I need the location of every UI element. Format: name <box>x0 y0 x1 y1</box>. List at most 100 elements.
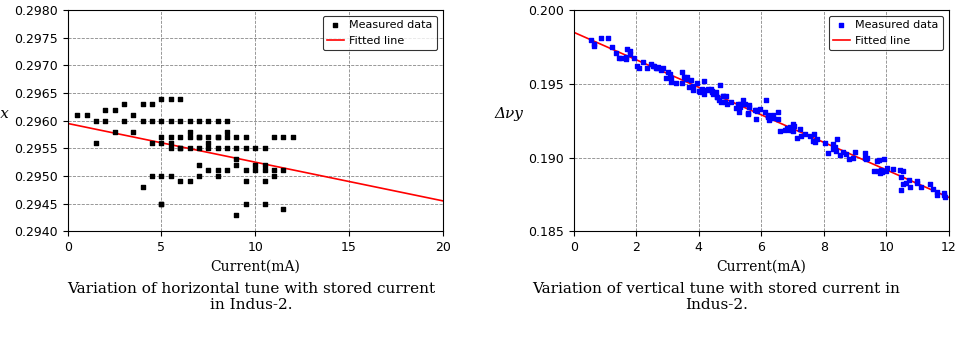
Measured data <box>98 118 113 123</box>
Measured data <box>116 118 132 123</box>
Measured data <box>163 173 178 179</box>
Measured data <box>872 170 888 175</box>
Measured data <box>653 67 669 72</box>
Measured data <box>809 136 825 142</box>
Measured data <box>876 157 892 162</box>
Measured data <box>901 177 917 183</box>
Measured data <box>192 162 207 168</box>
Measured data <box>704 88 719 94</box>
Measured data <box>619 54 634 60</box>
Measured data <box>163 118 178 123</box>
Measured data <box>626 55 642 61</box>
Measured data <box>587 41 602 47</box>
Measured data <box>717 93 733 99</box>
Measured data <box>257 201 272 206</box>
Measured data <box>683 78 699 83</box>
Measured data <box>711 97 727 103</box>
Measured data <box>154 173 169 179</box>
Measured data <box>872 157 888 163</box>
Measured data <box>830 136 845 141</box>
Measured data <box>210 146 226 151</box>
Measured data <box>257 162 272 168</box>
Measured data <box>719 102 735 107</box>
Measured data <box>832 152 847 157</box>
Measured data <box>192 173 207 179</box>
Measured data <box>643 62 658 67</box>
Measured data <box>860 155 875 160</box>
Measured data <box>200 135 216 140</box>
Measured data <box>835 150 851 155</box>
Measured data <box>716 100 732 105</box>
Measured data <box>675 69 690 74</box>
Measured data <box>866 169 882 174</box>
Measured data <box>154 201 169 206</box>
Measured data <box>929 189 945 194</box>
Measured data <box>694 86 710 91</box>
Measured data <box>639 66 654 71</box>
Measured data <box>182 179 197 184</box>
Measured data <box>669 81 684 86</box>
Measured data <box>738 101 753 107</box>
Measured data <box>873 167 889 172</box>
Measured data <box>752 107 768 112</box>
Measured data <box>200 168 216 173</box>
Measured data <box>650 65 665 71</box>
Measured data <box>828 144 843 149</box>
Measured data <box>777 127 793 133</box>
Measured data <box>885 167 900 172</box>
Measured data <box>663 75 679 81</box>
Legend: Measured data, Fitted line: Measured data, Fitted line <box>322 16 437 50</box>
Measured data <box>144 173 160 179</box>
Measured data <box>798 131 813 137</box>
Measured data <box>587 43 602 48</box>
Measured data <box>88 118 104 123</box>
Measured data <box>770 109 785 115</box>
Measured data <box>172 146 188 151</box>
Measured data <box>829 149 844 154</box>
Measured data <box>660 70 676 75</box>
Measured data <box>826 141 841 147</box>
Measured data <box>679 76 694 82</box>
Measured data <box>923 181 938 187</box>
Measured data <box>732 101 747 106</box>
Measured data <box>220 168 235 173</box>
Measured data <box>182 146 197 151</box>
Measured data <box>706 91 721 97</box>
Measured data <box>701 87 716 92</box>
Measured data <box>658 76 674 81</box>
Measured data <box>210 168 226 173</box>
Measured data <box>705 89 720 95</box>
Measured data <box>285 135 300 140</box>
Measured data <box>154 201 169 206</box>
Measured data <box>144 140 160 146</box>
Measured data <box>655 66 671 71</box>
Measured data <box>697 91 712 97</box>
Measured data <box>848 150 863 155</box>
Measured data <box>708 89 723 95</box>
Measured data <box>612 56 627 61</box>
Measured data <box>760 112 775 118</box>
Measured data <box>210 135 226 140</box>
Measured data <box>605 44 620 49</box>
Measured data <box>88 140 104 146</box>
Measured data <box>715 93 731 99</box>
Measured data <box>710 94 725 99</box>
Measured data <box>257 146 272 151</box>
Measured data <box>649 65 664 70</box>
Measured data <box>747 107 763 113</box>
Measured data <box>182 129 197 134</box>
Measured data <box>677 74 692 79</box>
Measured data <box>707 91 722 96</box>
Measured data <box>712 100 728 105</box>
Measured data <box>700 87 715 92</box>
Measured data <box>838 152 854 157</box>
Measured data <box>689 80 705 86</box>
Measured data <box>748 107 764 113</box>
Measured data <box>126 129 141 134</box>
Measured data <box>276 135 291 140</box>
Measured data <box>704 86 719 92</box>
X-axis label: Current(mA): Current(mA) <box>716 259 806 273</box>
Measured data <box>748 116 764 121</box>
Measured data <box>238 168 254 173</box>
Measured data <box>192 146 207 151</box>
